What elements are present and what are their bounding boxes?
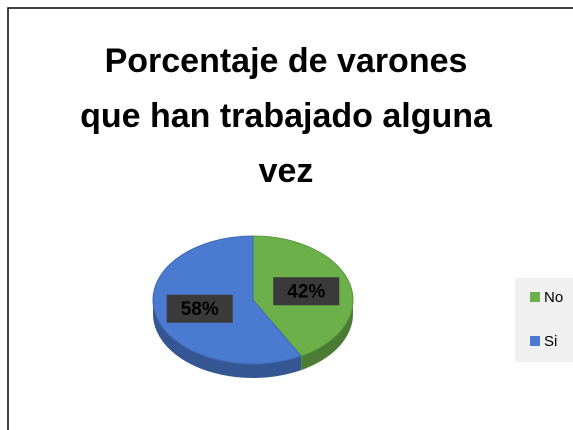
data-label: 58% bbox=[181, 299, 219, 320]
pie-side bbox=[301, 300, 353, 371]
legend-swatch bbox=[530, 292, 540, 302]
chart-title: Porcentaje de varones que han trabajado … bbox=[80, 42, 492, 190]
legend-label: No bbox=[544, 289, 563, 306]
legend-box bbox=[515, 278, 573, 362]
data-label: 42% bbox=[287, 281, 325, 302]
pie-side bbox=[153, 300, 302, 378]
data-label-box bbox=[166, 294, 233, 323]
legend-label: Si bbox=[544, 333, 557, 350]
data-label-box bbox=[273, 277, 340, 306]
legend-swatch bbox=[530, 336, 540, 346]
